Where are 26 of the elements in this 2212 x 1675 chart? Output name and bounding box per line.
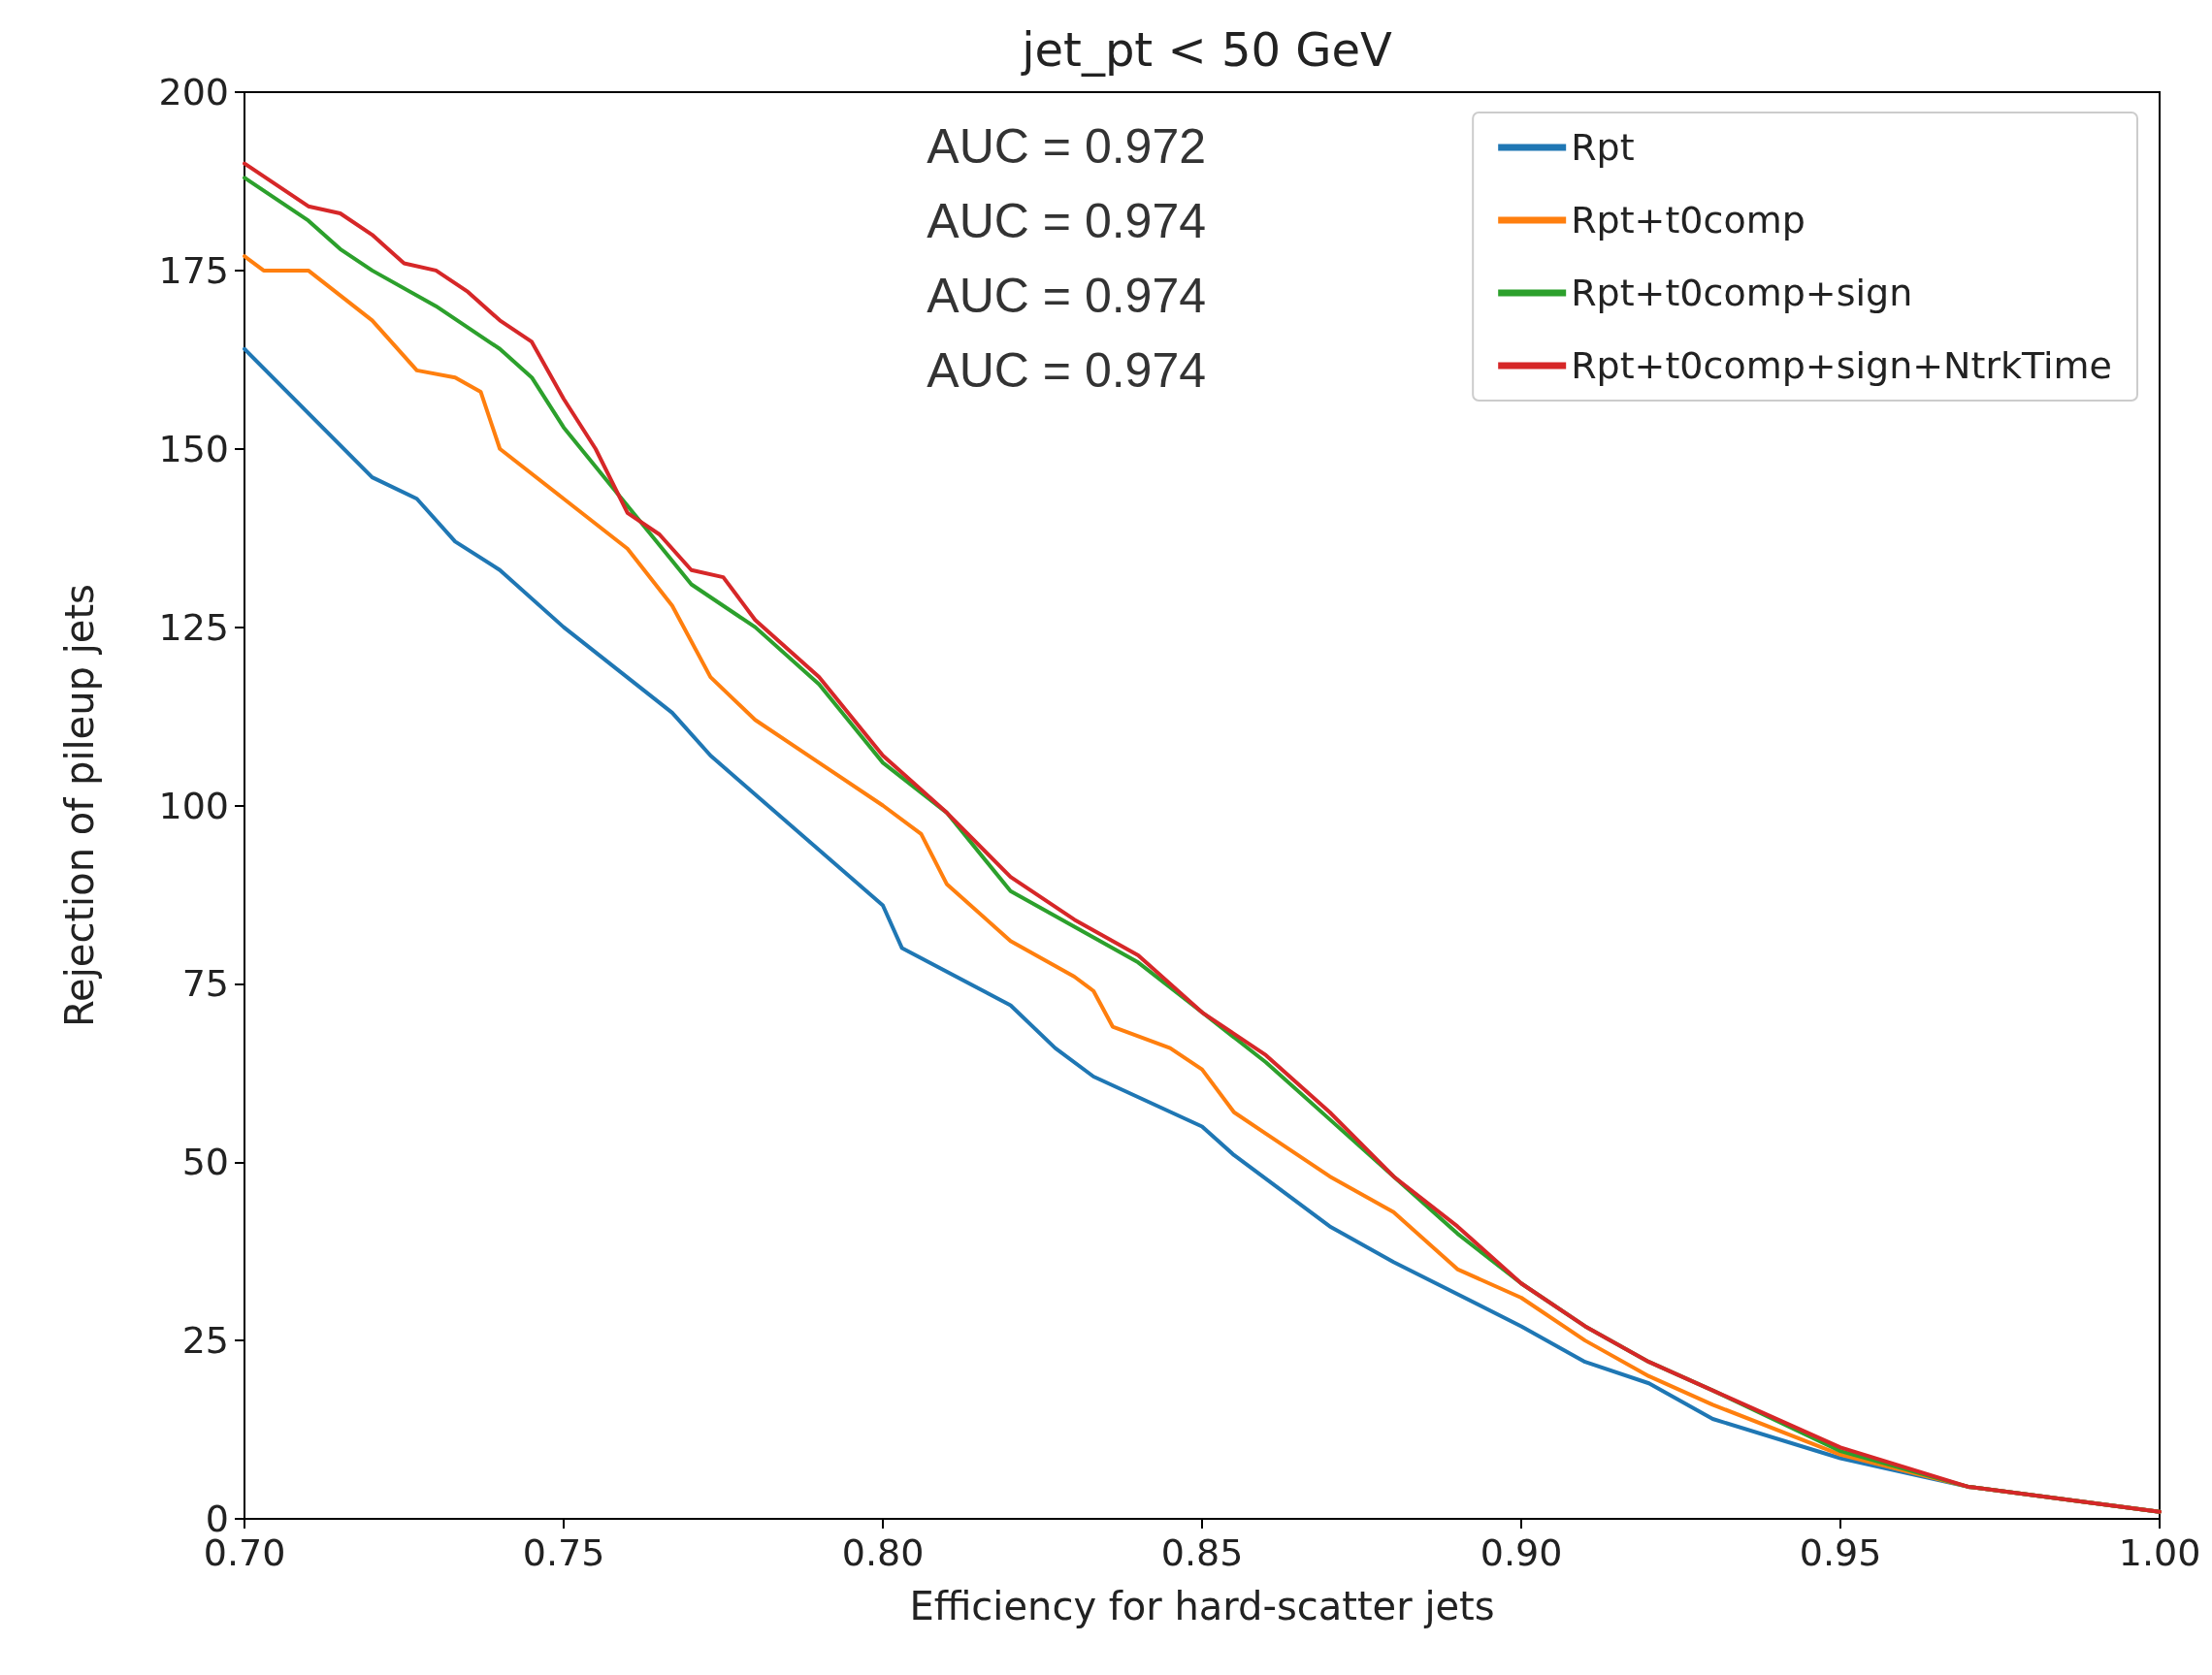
x-tick-label: 0.70 [203,1531,286,1574]
y-tick-label: 175 [158,248,229,292]
y-tick-label: 125 [158,605,229,649]
y-tick-label: 75 [181,962,229,1006]
x-tick-label: 1.00 [2118,1531,2201,1574]
x-axis-title: Efficiency for hard-scatter jets [909,1584,1495,1628]
y-tick-label: 200 [158,71,229,113]
chart-title: jet_pt < 50 GeV [1021,22,1392,77]
annotation: AUC = 0.974 [927,269,1206,323]
x-tick-label: 0.95 [1799,1531,1882,1574]
x-tick-label: 0.75 [522,1531,605,1574]
legend-label: Rpt+t0comp [1571,199,1805,242]
x-tick-label: 0.85 [1160,1531,1244,1574]
y-axis-title: Rejection of pileup jets [57,584,102,1027]
annotation: AUC = 0.974 [927,343,1206,398]
y-tick-label: 25 [181,1319,229,1363]
annotation: AUC = 0.974 [927,194,1206,248]
legend-label: Rpt [1571,126,1635,169]
y-tick-label: 50 [181,1141,229,1184]
annotation: AUC = 0.972 [927,119,1206,174]
y-tick-label: 100 [158,784,229,827]
legend-label: Rpt+t0comp+sign [1571,272,1913,314]
x-tick-label: 0.80 [841,1531,925,1574]
y-tick-label: 150 [158,427,229,470]
x-tick-label: 0.90 [1480,1531,1563,1574]
legend-label: Rpt+t0comp+sign+NtrkTime [1571,344,2112,387]
